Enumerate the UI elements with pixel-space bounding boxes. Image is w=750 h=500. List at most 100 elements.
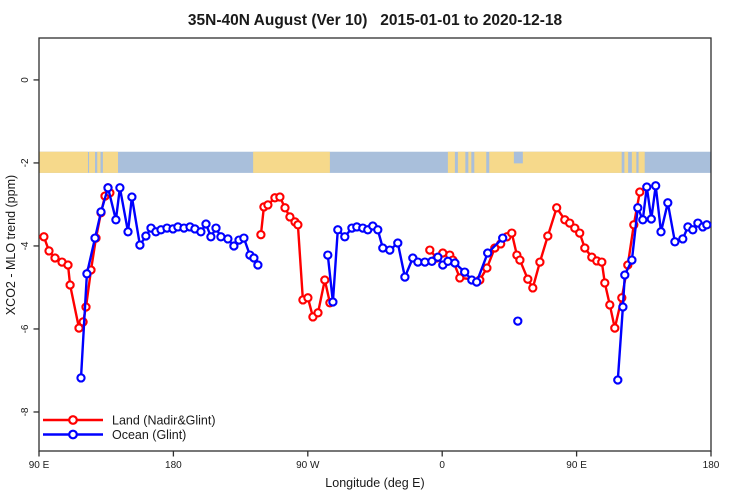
x-tick-label: 90 E	[566, 460, 587, 471]
data-point	[229, 241, 239, 251]
data-point	[450, 258, 460, 268]
strip-land-segment	[447, 151, 455, 173]
data-point	[513, 316, 523, 326]
y-tick-label: -8	[20, 407, 31, 416]
data-point	[373, 225, 383, 235]
data-point	[656, 227, 666, 237]
data-point	[433, 252, 443, 262]
data-point	[597, 257, 607, 267]
data-point	[663, 198, 673, 208]
data-point	[50, 253, 60, 263]
strip-land-segment	[457, 151, 466, 173]
series-line	[79, 186, 259, 378]
data-point	[688, 225, 698, 235]
data-point	[263, 200, 273, 210]
data-point	[620, 270, 630, 280]
legend-label: Land (Nadir&Glint)	[112, 414, 216, 428]
strip-land-segment	[474, 151, 487, 173]
data-point	[333, 225, 343, 235]
data-point	[65, 280, 75, 290]
data-point	[528, 283, 538, 293]
plot-box	[38, 37, 712, 452]
data-point	[82, 269, 92, 279]
strip-land-segment	[638, 151, 645, 173]
data-point	[115, 183, 125, 193]
data-point	[535, 257, 545, 267]
data-point	[141, 231, 151, 241]
data-point	[328, 297, 338, 307]
x-tick-label: 0	[439, 460, 445, 471]
data-point	[483, 248, 493, 258]
data-point	[600, 278, 610, 288]
data-point	[543, 231, 553, 241]
data-point	[206, 232, 216, 242]
strip-land-segment	[39, 151, 88, 173]
data-point	[74, 323, 84, 333]
strip-land-segment	[631, 151, 637, 173]
data-point	[39, 232, 49, 242]
y-tick-label: -4	[20, 241, 31, 250]
data-point	[642, 182, 652, 192]
legend-label: Ocean (Glint)	[112, 428, 186, 442]
strip-land-segment	[489, 151, 622, 173]
strip-ocean-patch	[513, 151, 523, 164]
data-point	[580, 243, 590, 253]
data-point	[427, 256, 437, 266]
legend-point-sample	[68, 429, 78, 440]
y-axis: 0 -2 -4 -6 -8	[20, 77, 39, 416]
series-ocean	[76, 181, 712, 385]
y-tick-label: -2	[20, 158, 31, 167]
data-point	[633, 203, 643, 213]
data-point	[523, 274, 533, 284]
y-axis-label: XCO2 - MLO trend (ppm)	[4, 175, 18, 315]
x-tick-label: 180	[703, 460, 720, 471]
data-point	[135, 240, 145, 250]
data-point	[249, 253, 259, 263]
data-point	[605, 300, 615, 310]
data-point	[385, 245, 395, 255]
x-tick-label: 90 W	[296, 460, 320, 471]
strip-land-segment	[468, 151, 472, 173]
data-point	[127, 192, 137, 202]
data-point	[552, 203, 562, 213]
data-point	[320, 275, 330, 285]
data-point	[239, 233, 249, 243]
data-point	[196, 227, 206, 237]
data-point	[96, 207, 106, 217]
data-point	[472, 277, 482, 287]
data-point	[400, 272, 410, 282]
y-tick-label: 0	[20, 77, 31, 83]
data-point	[425, 245, 435, 255]
data-point	[76, 373, 86, 383]
data-point	[460, 267, 470, 277]
data-point	[482, 263, 492, 273]
data-point	[507, 228, 517, 238]
legend: Land (Nadir&Glint)Ocean (Glint)	[43, 414, 216, 442]
data-point	[123, 227, 133, 237]
data-point	[201, 219, 211, 229]
data-point	[256, 230, 266, 240]
strip-land-segment	[97, 151, 101, 173]
data-point	[670, 237, 680, 247]
data-point	[678, 234, 688, 244]
y-tick-label: -6	[20, 324, 31, 333]
data-point	[638, 215, 648, 225]
data-point	[313, 308, 323, 318]
data-point	[275, 192, 285, 202]
x-axis-label: Longitude (deg E)	[325, 476, 424, 490]
map-strip	[39, 151, 711, 173]
data-series	[39, 181, 712, 385]
data-point	[618, 302, 628, 312]
data-point	[293, 220, 303, 230]
data-point	[323, 250, 333, 260]
data-point	[455, 273, 465, 283]
strip-land-segment	[102, 151, 118, 173]
data-point	[280, 203, 290, 213]
data-point	[702, 220, 712, 230]
data-point	[651, 181, 661, 191]
data-point	[253, 260, 263, 270]
data-point	[646, 214, 656, 224]
data-point	[340, 232, 350, 242]
